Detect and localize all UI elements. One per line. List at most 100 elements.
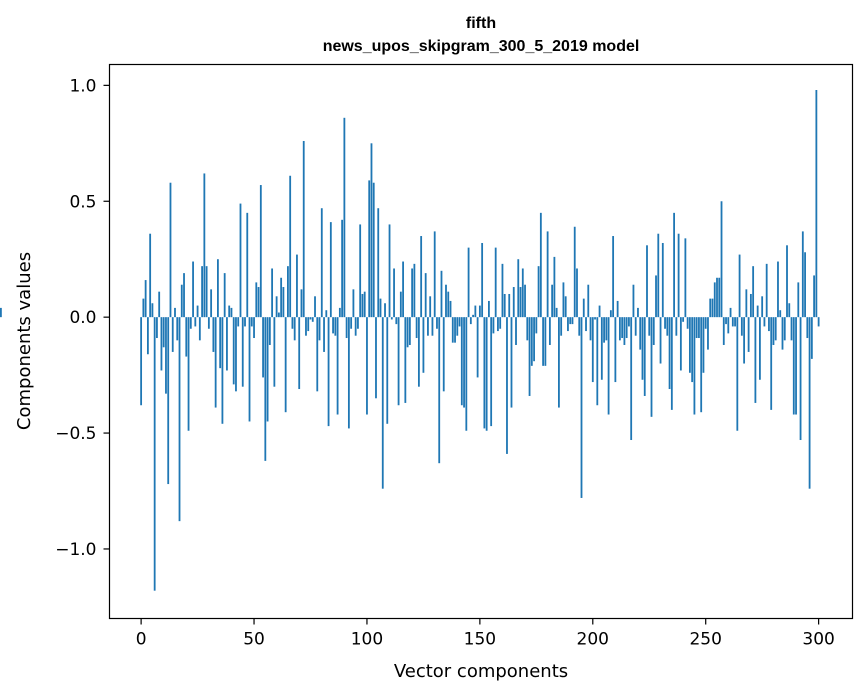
bar (594, 317, 596, 320)
bar (639, 317, 642, 350)
bar (433, 231, 436, 318)
bar (497, 317, 499, 332)
bar (734, 317, 736, 327)
bar (302, 140, 305, 318)
bar (607, 317, 610, 415)
bar (311, 317, 314, 322)
bar (183, 273, 185, 318)
bar (338, 307, 341, 318)
bar (239, 203, 242, 318)
bar (210, 289, 213, 318)
bar (388, 224, 391, 318)
bar (688, 317, 691, 373)
bar (180, 284, 183, 318)
bar (399, 291, 402, 318)
bar (296, 254, 298, 318)
bar (646, 245, 648, 318)
bar (174, 307, 176, 318)
bar (512, 287, 515, 318)
y-tick-label: 0.0 (69, 308, 96, 328)
bar (817, 317, 820, 327)
bar (524, 284, 526, 318)
bar (165, 317, 167, 394)
bar (666, 317, 669, 336)
bar (709, 298, 712, 318)
bar (393, 268, 395, 318)
bar (623, 317, 626, 345)
bar (429, 296, 432, 318)
bar (237, 317, 240, 327)
bar (783, 317, 786, 341)
bar (465, 317, 468, 431)
bar (542, 317, 545, 366)
x-tick-label: 50 (243, 630, 265, 650)
bar (264, 317, 267, 461)
bar (679, 317, 682, 371)
x-tick-label: 200 (577, 630, 609, 650)
bar (761, 296, 764, 318)
bar (609, 310, 612, 318)
bar (395, 317, 398, 325)
bar (596, 317, 599, 406)
bar (756, 305, 759, 318)
bar (673, 212, 675, 318)
bar (716, 277, 718, 318)
bar (230, 307, 233, 318)
bar (411, 268, 414, 318)
bar (341, 219, 344, 318)
bar (684, 238, 687, 318)
bar (402, 261, 404, 318)
y-tick-label: −0.5 (55, 424, 96, 444)
bar (492, 317, 495, 334)
bar (478, 305, 481, 318)
bar (307, 317, 310, 332)
bar (718, 277, 721, 318)
bar (564, 296, 567, 318)
bar (668, 317, 671, 390)
bar (327, 317, 330, 427)
bar (203, 173, 206, 318)
y-tick-label: −1.0 (55, 540, 96, 560)
bar (368, 180, 371, 318)
bar (571, 317, 574, 325)
bar (472, 314, 474, 318)
bar (318, 317, 321, 341)
bar (427, 317, 429, 336)
bar (345, 317, 348, 339)
bar (192, 261, 194, 318)
bar (160, 317, 163, 371)
bar (535, 317, 538, 334)
bar (501, 263, 504, 318)
bar (415, 317, 418, 339)
bar (375, 317, 377, 399)
bar (325, 310, 328, 318)
bar (287, 266, 289, 318)
y-axis-ticks: 1.0 0.5 0.0 −0.5 −1.0 (55, 76, 110, 560)
bar (569, 317, 572, 325)
bar (754, 317, 757, 403)
bar (266, 317, 269, 422)
bar (700, 317, 703, 413)
bar (618, 317, 621, 341)
bar (749, 293, 752, 318)
bar (420, 236, 423, 318)
bar (424, 273, 427, 318)
bar (413, 263, 416, 318)
bar (226, 317, 228, 371)
bar (390, 317, 393, 320)
bar (788, 303, 791, 318)
bar (352, 289, 355, 318)
bar (643, 317, 646, 396)
bar (366, 317, 368, 415)
bar (176, 317, 179, 341)
bar (404, 317, 407, 403)
bar (431, 317, 434, 336)
bar (408, 317, 411, 345)
bar (228, 305, 231, 318)
bar (158, 291, 161, 318)
bar (616, 300, 619, 318)
bar (560, 317, 563, 336)
bar (169, 182, 172, 318)
bar (634, 317, 637, 336)
bar (808, 317, 811, 489)
